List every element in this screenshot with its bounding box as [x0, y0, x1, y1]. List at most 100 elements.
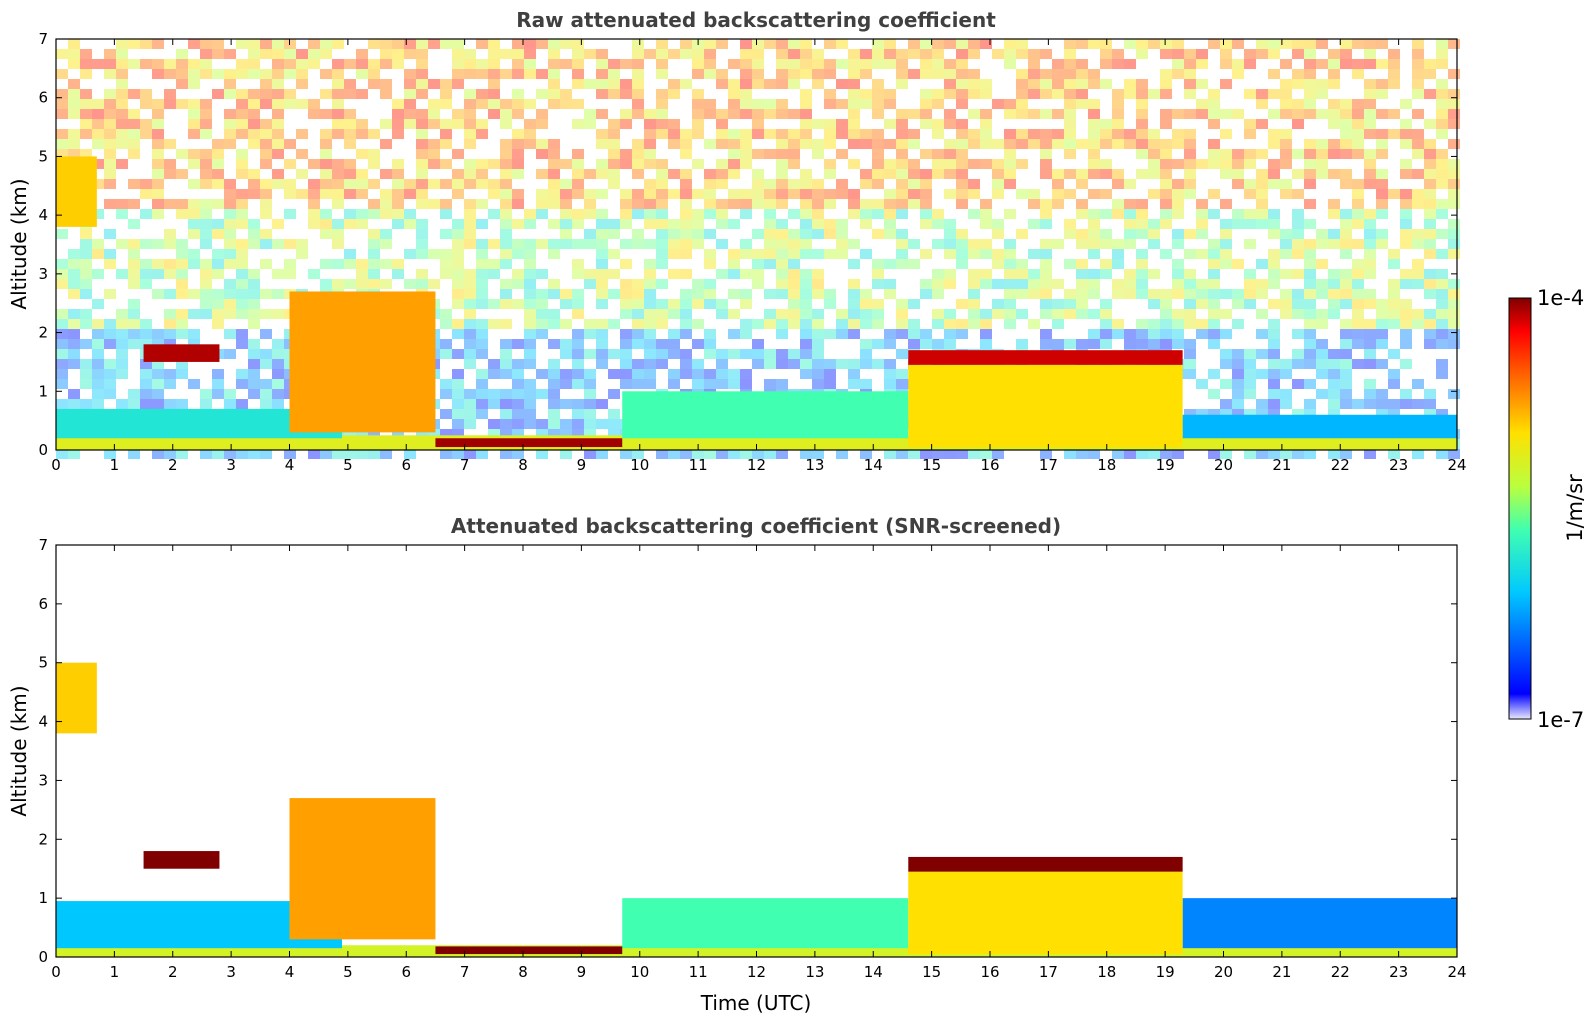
noise-cell [344, 139, 356, 149]
noise-cell [368, 239, 380, 249]
noise-cell [440, 39, 452, 49]
noise-cell [560, 229, 572, 239]
noise-cell [332, 279, 344, 289]
noise-cell [1208, 319, 1220, 329]
noise-cell [464, 389, 476, 399]
noise-cell [848, 159, 860, 169]
x-tick-label: 22 [1331, 963, 1350, 981]
noise-cell [380, 189, 392, 199]
noise-cell [524, 49, 536, 59]
noise-cell [572, 399, 584, 409]
noise-cell [704, 179, 716, 189]
noise-cell [116, 199, 128, 209]
noise-cell [200, 229, 212, 239]
noise-cell [740, 289, 752, 299]
noise-cell [416, 129, 428, 139]
noise-cell [1124, 209, 1136, 219]
noise-cell [1436, 89, 1448, 99]
noise-cell [320, 209, 332, 219]
noise-cell [1136, 89, 1148, 99]
noise-cell [248, 339, 260, 349]
noise-cell [752, 349, 764, 359]
noise-cell [1076, 139, 1088, 149]
noise-cell [1424, 149, 1436, 159]
noise-cell [200, 299, 212, 309]
noise-cell [1040, 329, 1052, 339]
noise-cell [776, 239, 788, 249]
noise-cell [320, 179, 332, 189]
noise-cell [1436, 159, 1448, 169]
noise-cell [1448, 189, 1460, 199]
noise-cell [380, 199, 392, 209]
noise-cell [224, 349, 236, 359]
noise-cell [764, 129, 776, 139]
noise-cell [320, 139, 332, 149]
noise-cell [1016, 339, 1028, 349]
noise-cell [536, 329, 548, 339]
noise-cell [1160, 319, 1172, 329]
noise-cell [704, 249, 716, 259]
noise-cell [1136, 329, 1148, 339]
noise-cell [956, 49, 968, 59]
noise-cell [1172, 289, 1184, 299]
noise-cell [500, 119, 512, 129]
noise-cell [332, 169, 344, 179]
noise-cell [1256, 179, 1268, 189]
noise-cell [1064, 99, 1076, 109]
noise-cell [776, 249, 788, 259]
noise-cell [764, 99, 776, 109]
noise-cell [908, 189, 920, 199]
noise-cell [836, 149, 848, 159]
noise-cell [1208, 139, 1220, 149]
noise-cell [380, 119, 392, 129]
noise-cell [536, 269, 548, 279]
noise-cell [1124, 89, 1136, 99]
noise-cell [956, 239, 968, 249]
noise-cell [656, 179, 668, 189]
noise-cell [1220, 309, 1232, 319]
noise-cell [740, 39, 752, 49]
noise-cell [416, 279, 428, 289]
noise-cell [488, 79, 500, 89]
noise-cell [1088, 99, 1100, 109]
noise-cell [1208, 269, 1220, 279]
noise-cell [176, 209, 188, 219]
noise-cell [788, 129, 800, 139]
noise-cell [1388, 189, 1400, 199]
noise-cell [1388, 399, 1400, 409]
feature-fog-layer [435, 946, 623, 955]
noise-cell [1172, 259, 1184, 269]
noise-cell [1280, 399, 1292, 409]
noise-cell [1076, 169, 1088, 179]
noise-cell [1004, 299, 1016, 309]
noise-cell [1220, 159, 1232, 169]
noise-cell [488, 369, 500, 379]
noise-cell [248, 379, 260, 389]
noise-cell [500, 369, 512, 379]
noise-cell [1352, 139, 1364, 149]
noise-cell [788, 49, 800, 59]
noise-cell [260, 449, 272, 459]
noise-cell [440, 139, 452, 149]
noise-cell [512, 449, 524, 459]
noise-cell [1160, 339, 1172, 349]
noise-cell [872, 269, 884, 279]
noise-cell [1040, 269, 1052, 279]
noise-cell [836, 189, 848, 199]
noise-cell [1064, 449, 1076, 459]
noise-cell [680, 319, 692, 329]
noise-cell [956, 249, 968, 259]
noise-cell [1220, 349, 1232, 359]
noise-cell [1388, 79, 1400, 89]
noise-cell [188, 259, 200, 269]
noise-cell [68, 249, 80, 259]
noise-cell [212, 169, 224, 179]
noise-cell [1148, 129, 1160, 139]
noise-cell [1292, 249, 1304, 259]
noise-cell [680, 249, 692, 259]
noise-cell [884, 219, 896, 229]
noise-cell [188, 219, 200, 229]
noise-cell [692, 359, 704, 369]
noise-cell [1424, 279, 1436, 289]
noise-cell [284, 449, 296, 459]
